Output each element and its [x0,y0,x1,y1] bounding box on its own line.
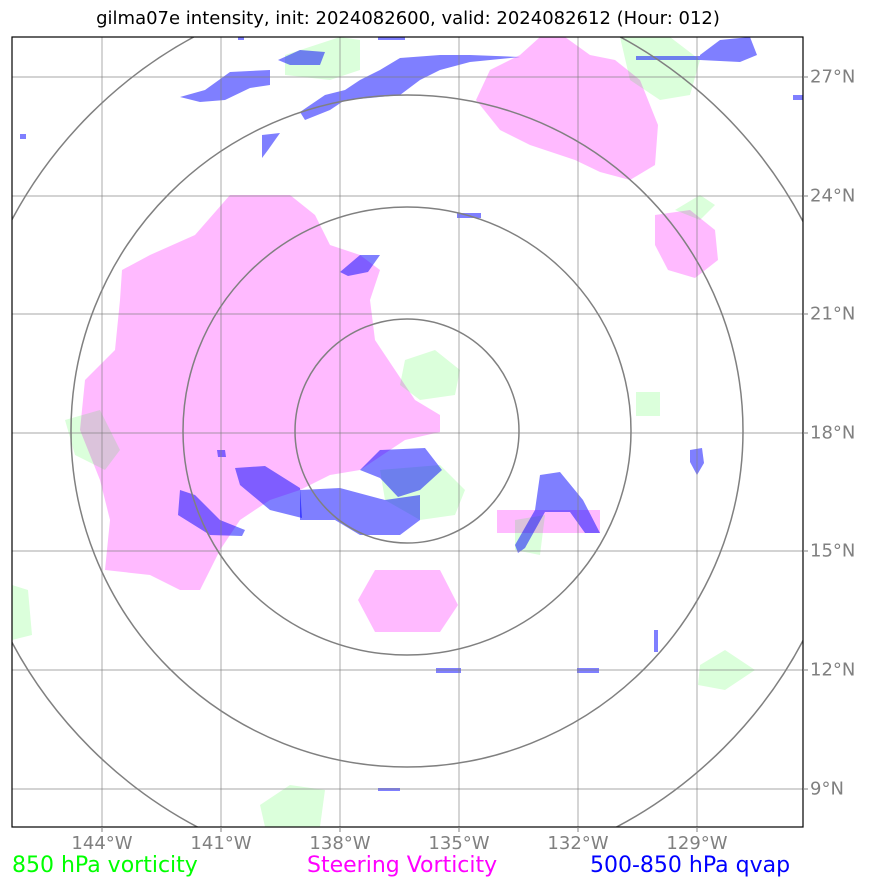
lon-tick-label: 132°W [547,833,609,854]
qvap-blob-east-edge [793,95,803,100]
lat-tick-label: 18°N [810,422,856,444]
legend-vorticity-850: 850 hPa vorticity [12,853,198,878]
lon-tick-label: 144°W [71,833,133,854]
range-rings [12,37,803,827]
graticule [12,37,803,827]
range-ring-2 [182,206,632,656]
qvap-blob-top [238,37,244,40]
plot-frame [11,36,804,828]
qvap-blob-center-south [300,488,420,535]
map-title: gilma07e intensity, init: 2024082600, va… [96,8,720,29]
vort-blob-8 [12,585,32,640]
lon-tick-label: 129°W [666,833,728,854]
qvap-blob-center [360,448,442,497]
qvap-blob-north-east [700,37,757,62]
steering-blob-northeast [476,37,658,180]
lat-tick-label: 21°N [810,303,856,325]
steering-vorticity-field [80,37,718,632]
qvap-blob-top-2 [378,37,405,40]
vort-blob-10 [260,785,325,827]
vort-blob-2 [620,37,700,100]
qvap-blob-west-stub [262,133,280,158]
qvap-band-north [300,55,520,120]
lat-tick-label: 15°N [810,540,856,562]
qvap-blob-west-edge [20,134,26,139]
lat-tick-label: 27°N [810,66,856,88]
qvap-blob-small-n [340,255,380,276]
lat-tick-label: 24°N [810,185,856,207]
steering-blob-west [80,195,440,590]
lon-tick-label: 135°W [428,833,490,854]
range-ring-3 [70,94,744,768]
qvap-blob-north-west [180,70,270,102]
qvap-blob-north-center [278,50,325,65]
lon-tick-label: 141°W [190,833,252,854]
lon-tick-label: 138°W [309,833,371,854]
qvap-blob-ne-line [636,56,700,60]
vort-blob-3 [400,350,460,400]
range-ring-1 [294,318,520,544]
steering-blob-south [358,570,458,632]
lat-tick-label: 12°N [810,659,856,681]
lat-tick-label: 9°N [810,778,844,800]
legend-qvap: 500-850 hPa qvap [590,853,791,878]
qvap-blob-east-arc [515,472,600,553]
qvap-blob-vert-south [654,630,658,652]
vorticity-850-field [12,37,755,827]
vort-blob-11 [675,195,715,220]
legend-steering-vorticity: Steering Vorticity [307,853,498,878]
qvap-blob-west-band [235,466,302,518]
tick-marks [101,76,808,832]
vort-blob-6 [65,410,120,470]
vort-blob-5 [636,392,660,416]
qvap-field [20,37,803,791]
